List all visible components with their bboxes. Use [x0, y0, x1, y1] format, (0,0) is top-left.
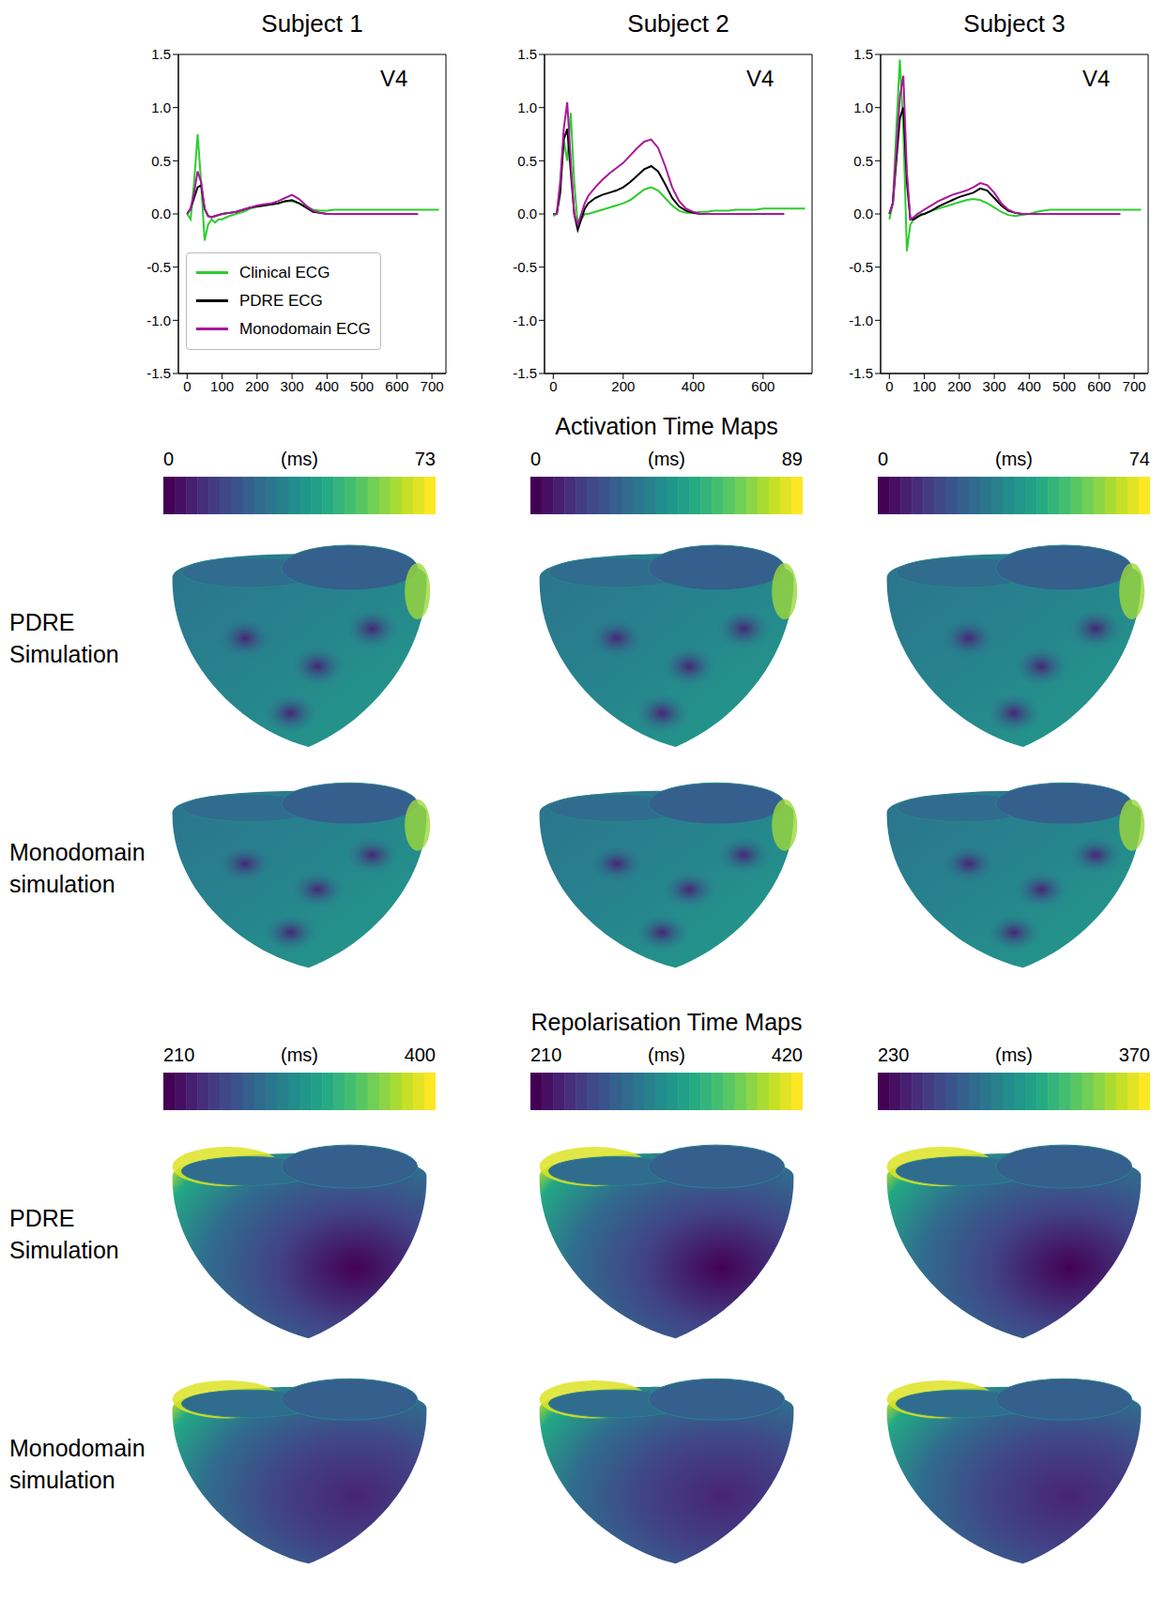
html-text:V4: V4 [1082, 65, 1111, 92]
svg-text:400: 400 [315, 378, 339, 395]
svg-text:-1.5: -1.5 [146, 365, 171, 382]
html-text:V4: V4 [380, 65, 408, 92]
html-text:0: 0 [163, 448, 174, 470]
html-text:PDRE: PDRE [9, 1205, 75, 1232]
svg-text:1.0: 1.0 [151, 99, 171, 116]
svg-text:-1.0: -1.0 [512, 312, 537, 329]
html-text:Activation Time Maps: Activation Time Maps [555, 413, 779, 440]
svg-text:200: 200 [245, 378, 269, 395]
svg-text:0.5: 0.5 [517, 153, 537, 169]
svg-text:300: 300 [280, 378, 305, 395]
html-text:73: 73 [414, 448, 436, 470]
svg-text:0.0: 0.0 [151, 205, 171, 222]
html-text:0: 0 [530, 448, 541, 470]
svg-text:1.5: 1.5 [853, 46, 874, 62]
html-text:Subject 2: Subject 2 [627, 9, 730, 38]
html-text:simulation: simulation [9, 1467, 116, 1494]
svg-text:1.0: 1.0 [517, 99, 537, 116]
html-text:(ms): (ms) [995, 448, 1033, 470]
html-text:420: 420 [771, 1044, 803, 1066]
html-text:Simulation: Simulation [9, 1237, 119, 1264]
html-text:(ms): (ms) [995, 1044, 1033, 1066]
svg-text:700: 700 [420, 378, 445, 395]
svg-text:200: 200 [611, 378, 635, 395]
svg-text:-1.0: -1.0 [146, 312, 171, 329]
svg-text:-1.0: -1.0 [848, 312, 874, 329]
svg-text:400: 400 [681, 378, 706, 395]
svg-text:-1.5: -1.5 [848, 365, 874, 382]
svg-text:1.0: 1.0 [853, 99, 874, 116]
html-text:Repolarisation Time Maps: Repolarisation Time Maps [530, 1009, 803, 1036]
svg-text:1.5: 1.5 [517, 46, 537, 62]
html-text:Simulation: Simulation [9, 641, 119, 668]
svg-text:100: 100 [210, 378, 234, 395]
svg-text:0: 0 [549, 378, 557, 395]
svg-text:-0.5: -0.5 [512, 259, 537, 276]
svg-text:1.5: 1.5 [151, 46, 171, 62]
svg-text:0.5: 0.5 [853, 153, 874, 169]
html-text:simulation: simulation [9, 871, 116, 898]
html-text:(ms): (ms) [647, 448, 686, 470]
html-text:Subject 3: Subject 3 [963, 9, 1066, 38]
html-text:(ms): (ms) [647, 1044, 686, 1066]
svg-text:500: 500 [1052, 378, 1076, 395]
html-text:Monodomain: Monodomain [9, 839, 146, 866]
html-text:Monodomain: Monodomain [9, 1435, 146, 1462]
html-text:400: 400 [404, 1044, 436, 1066]
html-text:0: 0 [877, 448, 889, 470]
svg-text:200: 200 [947, 378, 971, 395]
html-text:230: 230 [877, 1044, 910, 1066]
svg-text:-1.5: -1.5 [512, 365, 537, 382]
svg-text:0.0: 0.0 [517, 205, 537, 222]
html-text:Monodomain ECG: Monodomain ECG [239, 319, 371, 338]
svg-text:400: 400 [1017, 378, 1042, 395]
html-text:V4: V4 [746, 65, 774, 92]
svg-text:-0.5: -0.5 [146, 259, 171, 276]
svg-text:500: 500 [350, 378, 374, 395]
svg-text:100: 100 [912, 378, 936, 395]
html-text:PDRE: PDRE [9, 609, 75, 636]
svg-text:-0.5: -0.5 [848, 259, 874, 276]
svg-text:600: 600 [384, 378, 409, 395]
html-text:PDRE ECG: PDRE ECG [239, 291, 323, 310]
svg-text:700: 700 [1122, 378, 1147, 395]
svg-text:0.0: 0.0 [853, 205, 874, 222]
svg-text:0: 0 [183, 378, 191, 395]
html-text:(ms): (ms) [280, 1044, 319, 1066]
svg-text:0.5: 0.5 [151, 153, 171, 169]
svg-text:300: 300 [982, 378, 1007, 395]
html-text:Subject 1: Subject 1 [261, 9, 364, 38]
html-text:74: 74 [1129, 448, 1151, 470]
svg-text:600: 600 [751, 378, 775, 395]
html-text:370: 370 [1118, 1044, 1151, 1066]
html-text:210: 210 [530, 1044, 562, 1066]
svg-text:600: 600 [1087, 378, 1111, 395]
svg-text:0: 0 [885, 378, 893, 395]
html-text:210: 210 [163, 1044, 195, 1066]
html-text:(ms): (ms) [280, 448, 319, 470]
html-text:Clinical ECG: Clinical ECG [239, 263, 330, 282]
html-text:89: 89 [781, 448, 803, 470]
